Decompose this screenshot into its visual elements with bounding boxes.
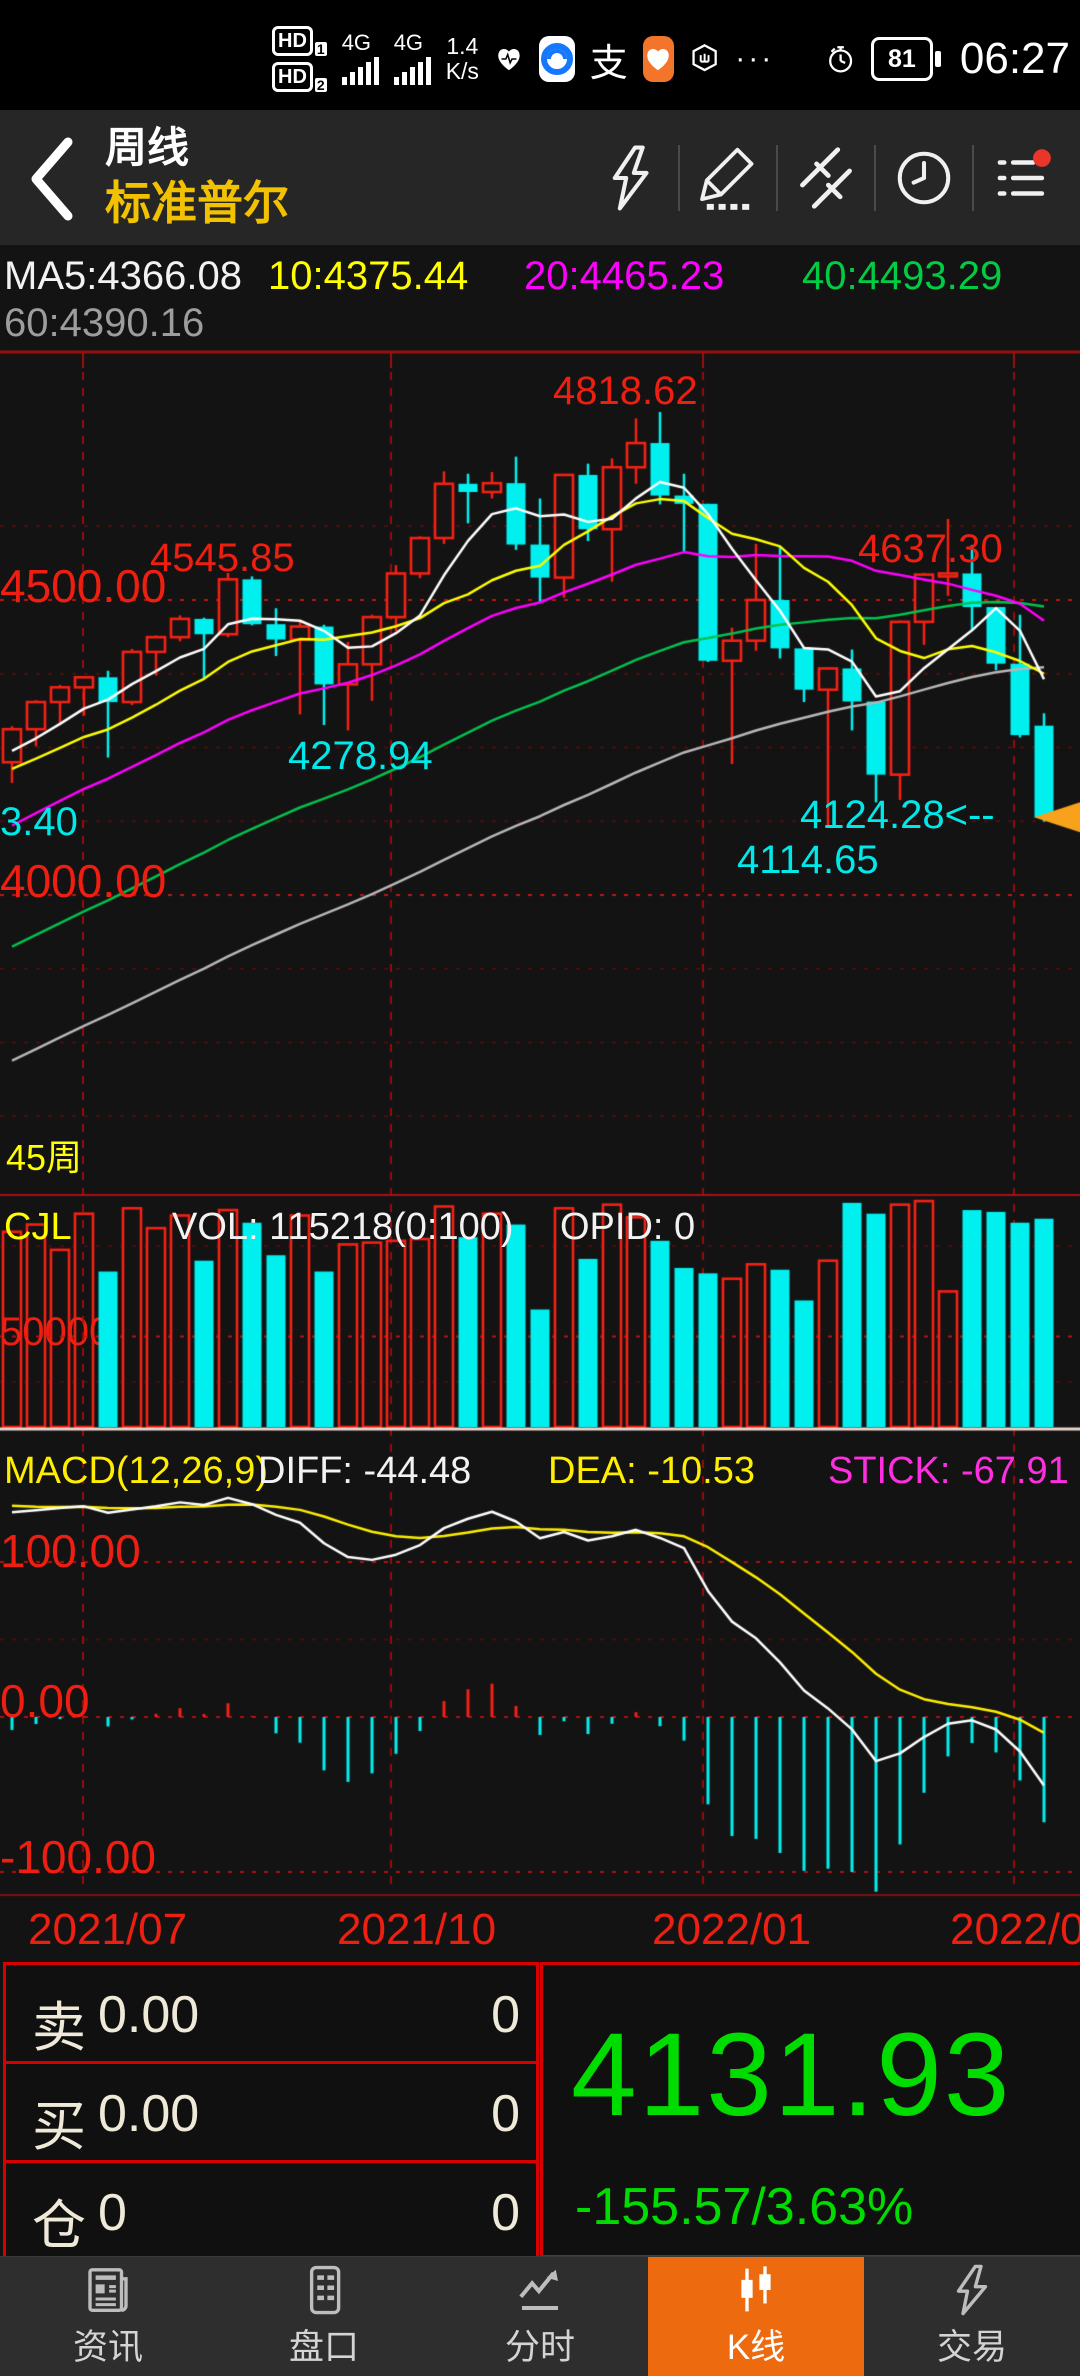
macd-axis-100: 100.00 [0, 1525, 141, 1577]
high-label-mar: 4637.30 [858, 527, 1003, 571]
last-low-arrow-label: 4124.28<-- [800, 793, 995, 837]
macd-diff-value: DIFF: -44.48 [258, 1450, 472, 1492]
ask-price: 0.00 [98, 1986, 200, 2044]
quote-panel: 卖 0.00 0 买 0.00 0 仓 0 0 4131.93 -155.57/… [0, 1962, 1080, 2262]
bid-row[interactable]: 买 0.00 0 [3, 2061, 539, 2163]
high-label-sep: 4545.85 [150, 536, 295, 580]
tab-trade[interactable]: 交易 [864, 2257, 1080, 2376]
bid-label: 买 [32, 2097, 86, 2157]
position-label: 仓 [32, 2196, 86, 2256]
price-axis-4500: 4500.00 [0, 560, 167, 612]
last-price: 4131.93 [571, 2009, 1012, 2141]
position-qty: 0 [491, 2184, 520, 2242]
ma5-value: MA5:4366.08 [4, 254, 242, 298]
ma10-value: 10:4375.44 [268, 254, 469, 298]
position-row[interactable]: 仓 0 0 [3, 2160, 539, 2262]
tab-news[interactable]: 资讯 [0, 2257, 216, 2376]
low-label-oct: 4278.94 [288, 734, 433, 778]
x-tick-2021-07: 2021/07 [28, 1905, 188, 1954]
x-tick-2022-01: 2022/01 [652, 1905, 812, 1954]
news-icon [88, 2268, 128, 2312]
macd-stick-value: STICK: -67.91 [828, 1450, 1069, 1492]
kline-icon [741, 2266, 771, 2312]
x-tick-2022-04: 2022/0 [950, 1905, 1080, 1954]
macd-axis-0: 0.00 [0, 1675, 90, 1727]
macd-indicator-label[interactable]: MACD(12,26,9) [4, 1450, 268, 1492]
intraday-chart-icon [519, 2269, 558, 2311]
bid-price: 0.00 [98, 2085, 200, 2143]
high-label-peak: 4818.62 [553, 369, 698, 413]
ask-label: 卖 [32, 1998, 86, 2058]
clipped-low-label: 3.40 [0, 800, 78, 844]
ask-row[interactable]: 卖 0.00 0 [3, 1962, 539, 2064]
x-tick-2021-10: 2021/10 [337, 1905, 497, 1954]
position-value: 0 [98, 2184, 127, 2242]
ma40-value: 40:4493.29 [802, 254, 1003, 298]
bid-qty: 0 [491, 2085, 520, 2143]
tab-kline[interactable]: K线 [648, 2257, 864, 2376]
bottom-tab-bar: 资讯 盘口 分时 [0, 2256, 1080, 2376]
period-count-label: 45周 [6, 1137, 83, 1178]
volume-value-label: VOL: 115218(0:100) [172, 1206, 514, 1248]
last-price-box[interactable]: 4131.93 -155.57/3.63% [540, 1962, 1080, 2258]
ask-qty: 0 [491, 1986, 520, 2044]
ma20-value: 20:4465.23 [524, 254, 725, 298]
price-axis-4000: 4000.00 [0, 855, 167, 907]
macd-axis-neg100: -100.00 [0, 1831, 157, 1883]
order-book-icon [309, 2265, 341, 2315]
volume-indicator-label[interactable]: CJL [4, 1206, 72, 1248]
low-label-feb: 4114.65 [737, 838, 879, 882]
trade-lightning-icon [956, 2264, 988, 2316]
opid-value-label: OPID: 0 [560, 1206, 696, 1248]
ma60-value: 60:4390.16 [4, 301, 205, 345]
price-change: -155.57/3.63% [575, 2178, 914, 2236]
macd-dea-value: DEA: -10.53 [548, 1450, 755, 1492]
tab-order-book[interactable]: 盘口 [216, 2257, 432, 2376]
tab-intraday[interactable]: 分时 [432, 2257, 648, 2376]
